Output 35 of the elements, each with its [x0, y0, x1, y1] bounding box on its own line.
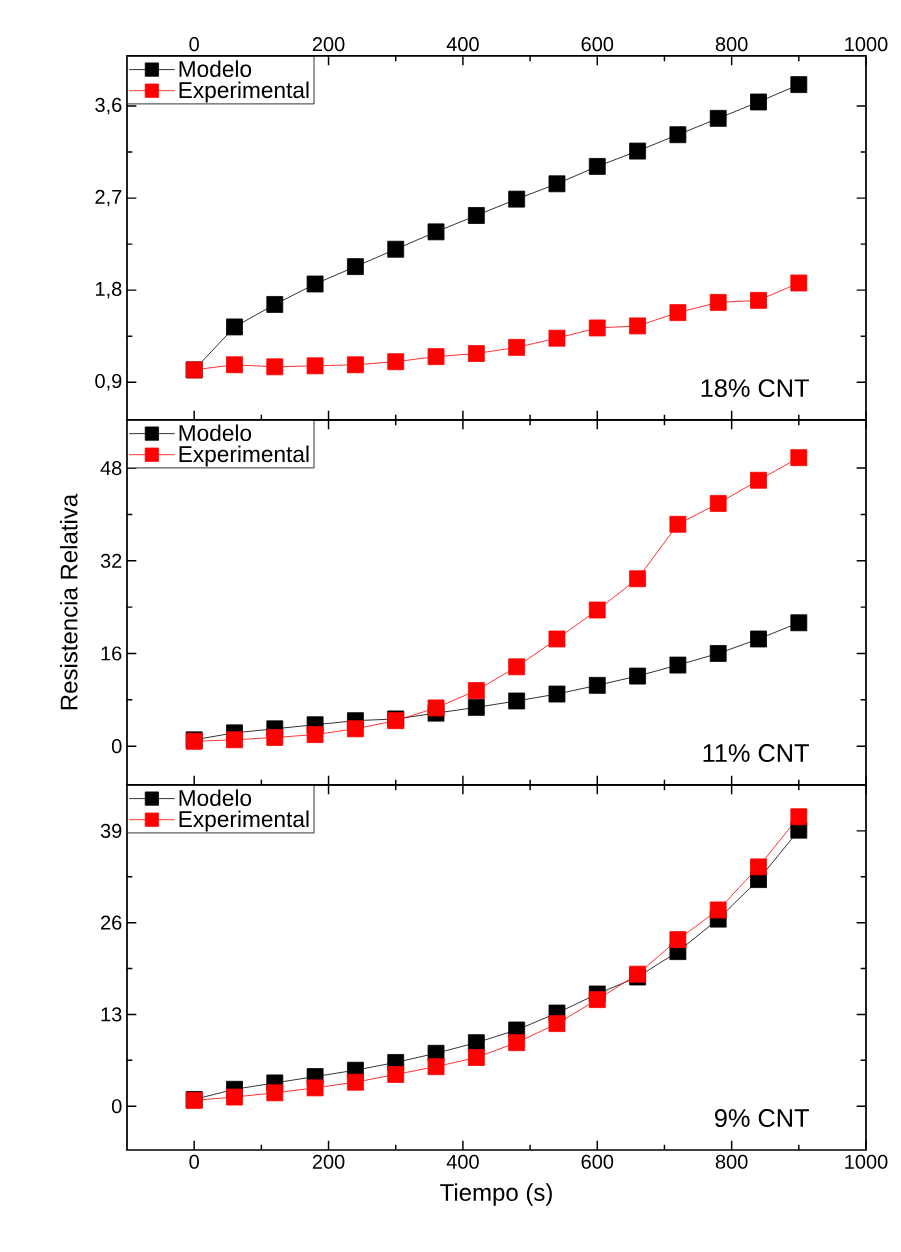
y-tick-label: 32: [100, 553, 122, 568]
x-tick-label: 400: [446, 1154, 479, 1169]
x2-tick-label: 400: [446, 37, 479, 52]
x-tick-label: 800: [715, 1154, 748, 1169]
annotation: 9% CNT: [715, 1109, 809, 1128]
x-tick-label: 600: [581, 1154, 614, 1169]
x-tick-label: 1000: [845, 1154, 888, 1169]
x-axis-title: Tiempo (s): [440, 1183, 552, 1206]
y-tick-label: 16: [101, 646, 122, 661]
y-tick-label: 26: [101, 915, 122, 930]
x2-tick-label: 800: [715, 37, 748, 52]
annotation: 18% CNT: [701, 379, 809, 398]
y-tick-label: 48: [100, 461, 122, 476]
legend-label: Modelo: [179, 789, 252, 807]
x-tick-label: 200: [312, 1154, 345, 1169]
y-tick-label: 3,6: [95, 97, 122, 115]
x-tick-label: 0: [189, 1154, 199, 1169]
y-tick-label: 39: [100, 823, 122, 838]
x2-tick-label: 1000: [845, 37, 888, 52]
y-tick-label: 0,9: [95, 373, 122, 391]
legend-label: Modelo: [179, 424, 252, 442]
legend-label: Experimental: [179, 445, 309, 467]
y-tick-label: 0: [111, 1099, 122, 1114]
x2-tick-label: 600: [581, 37, 614, 52]
y-tick-label: 1,8: [96, 281, 122, 299]
legend-label: Experimental: [179, 81, 309, 103]
annotation: 11% CNT: [703, 744, 809, 763]
y-tick-label: 13: [101, 1007, 122, 1022]
y-axis-title: Resistencia Relativa: [59, 493, 78, 710]
x2-tick-label: 200: [312, 37, 345, 52]
y-tick-label: 2,7: [95, 189, 122, 207]
y-tick-label: 0: [111, 739, 122, 754]
legend-label: Experimental: [179, 810, 309, 832]
legend-label: Modelo: [179, 60, 252, 78]
x2-tick-label: 0: [189, 37, 199, 52]
